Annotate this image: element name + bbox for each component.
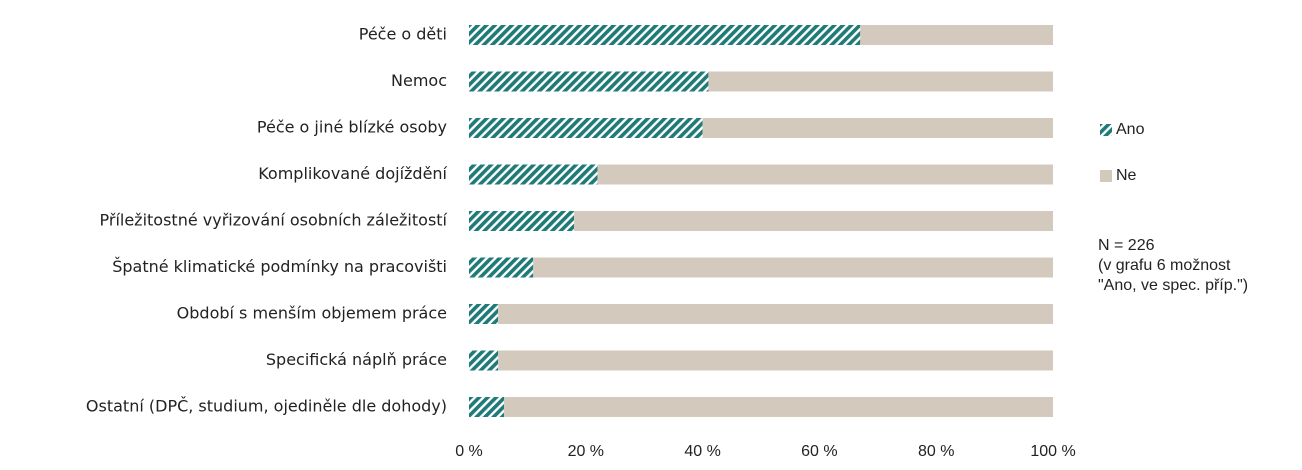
y-tick-label: Péče o jiné blízké osoby <box>257 118 447 137</box>
x-tick-label: 60 % <box>801 443 837 460</box>
bar-segment <box>702 118 1053 138</box>
bar-segment <box>708 71 1053 92</box>
bar-segment <box>469 118 703 138</box>
y-tick-label: Komplikované dojíždění <box>258 164 447 183</box>
bar-segment <box>469 257 534 278</box>
annotation: "Ano, ve spec. příp.") <box>1098 277 1248 294</box>
bar-segment <box>504 397 1053 417</box>
legend-label: Ano <box>1116 121 1145 138</box>
annotation: (v grafu 6 možnost <box>1098 257 1231 274</box>
legend-swatch <box>1100 124 1112 136</box>
bar-segment <box>574 211 1053 231</box>
legend-swatch <box>1100 170 1112 182</box>
bar-segment <box>469 397 505 417</box>
x-tick-label: 40 % <box>684 443 720 460</box>
x-tick-label: 0 % <box>455 443 483 460</box>
bar-segment <box>469 304 499 324</box>
bar-segment <box>498 350 1053 371</box>
bar-segment <box>860 25 1053 45</box>
x-tick-label: 100 % <box>1030 443 1075 460</box>
y-tick-label: Příležitostné vyřizování osobních záleži… <box>100 211 448 230</box>
bar-segment <box>469 211 575 231</box>
bar-segment <box>469 350 499 371</box>
x-tick-label: 80 % <box>918 443 954 460</box>
x-tick-label: 20 % <box>568 443 604 460</box>
y-tick-label: Ostatní (DPČ, studium, ojediněle dle doh… <box>86 397 447 416</box>
y-tick-label: Špatné klimatické podmínky na pracovišti <box>112 257 447 276</box>
bar-segment <box>533 257 1053 278</box>
bar-segment <box>469 164 598 185</box>
y-tick-label: Období s menším objemem práce <box>177 304 447 323</box>
legend-label: Ne <box>1116 167 1137 184</box>
annotation: N = 226 <box>1098 237 1155 254</box>
y-tick-label: Nemoc <box>391 71 447 90</box>
bar-segment <box>597 164 1053 185</box>
bar-segment <box>469 71 709 92</box>
y-tick-label: Péče o děti <box>359 25 447 44</box>
bar-segment <box>498 304 1053 324</box>
y-tick-label: Specifická náplň práce <box>266 350 447 369</box>
bar-segment <box>469 25 861 45</box>
